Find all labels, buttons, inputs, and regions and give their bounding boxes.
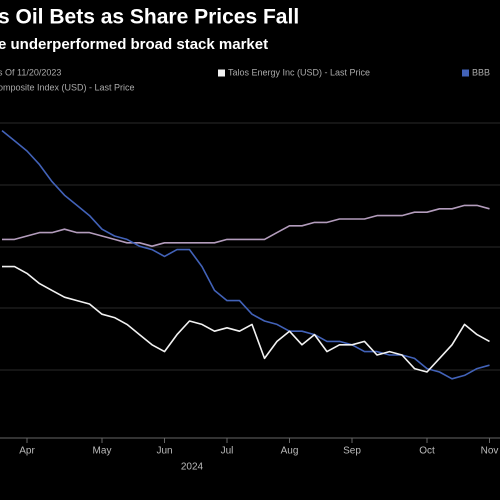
legend-label: omposite Index (USD) - Last Price [0,82,135,92]
legend-swatch [462,69,469,77]
legend-label: Talos Energy Inc (USD) - Last Price [228,67,370,77]
series-line [2,204,490,247]
grid [0,122,500,439]
legend-swatch [218,69,225,77]
x-tick-label: Jun [156,446,172,457]
chart-subtitle: e underperformed broad stack market [0,36,268,53]
series-line [2,265,490,373]
series-line [1,129,490,380]
x-tick-label: Nov [481,446,499,457]
chart-title: s Oil Bets as Share Prices Fall [0,6,299,29]
x-axis-label: 2024 [181,462,204,473]
x-tick-label: Oct [419,446,435,457]
x-tick-label: Sep [343,446,361,457]
x-tick-label: May [93,446,112,457]
legend-label: BBB [472,67,490,77]
x-tick-label: Aug [281,446,299,457]
x-tick-label: Jul [221,446,234,457]
legend-note: s Of 11/20/2023 [0,67,61,77]
x-tick-label: Apr [19,446,35,457]
